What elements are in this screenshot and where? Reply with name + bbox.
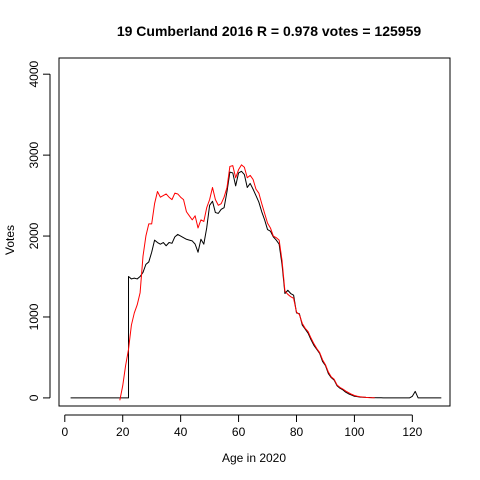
x-tick-label: 40: [174, 425, 188, 439]
y-tick-label: 4000: [27, 61, 41, 88]
x-tick-label: 100: [344, 425, 364, 439]
x-axis-label: Age in 2020: [222, 451, 286, 465]
plot-frame: [58, 57, 451, 407]
series-layer: [70, 164, 442, 401]
x-tick-label: 80: [290, 425, 304, 439]
series-line-1: [70, 170, 442, 399]
y-tick-label: 2000: [27, 222, 41, 249]
chart-title: 19 Cumberland 2016 R = 0.978 votes = 125…: [117, 23, 422, 39]
x-axis: 0 20 40 60 80 100 120: [61, 414, 423, 439]
y-tick-label: 0: [27, 394, 41, 401]
y-axis: 0 1000 2000 3000 4000: [27, 61, 51, 401]
x-tick-label: 120: [402, 425, 422, 439]
x-tick-label: 0: [61, 425, 68, 439]
series-line-2: [119, 164, 375, 401]
x-tick-label: 60: [232, 425, 246, 439]
x-tick-label: 20: [116, 425, 130, 439]
y-tick-label: 3000: [27, 141, 41, 168]
y-tick-label: 1000: [27, 303, 41, 330]
y-axis-label: Votes: [3, 225, 17, 255]
